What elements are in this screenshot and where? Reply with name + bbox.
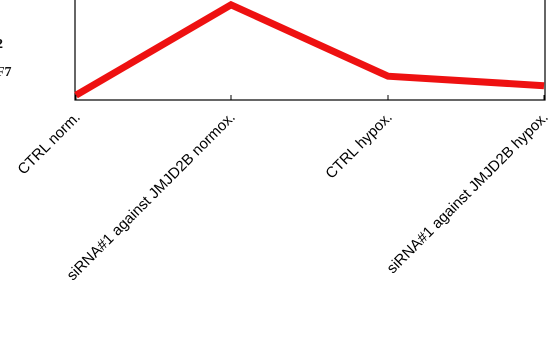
x-tick-label-3: CTRL hypox. [322,109,396,183]
x-tick-labels: CTRL norm.siRNA#1 against JMJD2B normox.… [14,109,551,284]
x-tick-label-1: CTRL norm. [14,109,83,178]
y-label-fragment-2: F7 [0,65,12,80]
series-line-1 [74,0,545,99]
plot-frame [74,0,546,101]
x-tick-label-2: siRNA#1 against JMJD2B normox. [64,109,239,284]
y-axis-label: 2 F7 [0,37,12,80]
series-layer [74,0,545,99]
y-label-fragment-1: 2 [0,37,3,52]
x-ticks [75,95,545,100]
x-tick-label-4: siRNA#1 against JMJD2B hypox. [384,109,552,277]
